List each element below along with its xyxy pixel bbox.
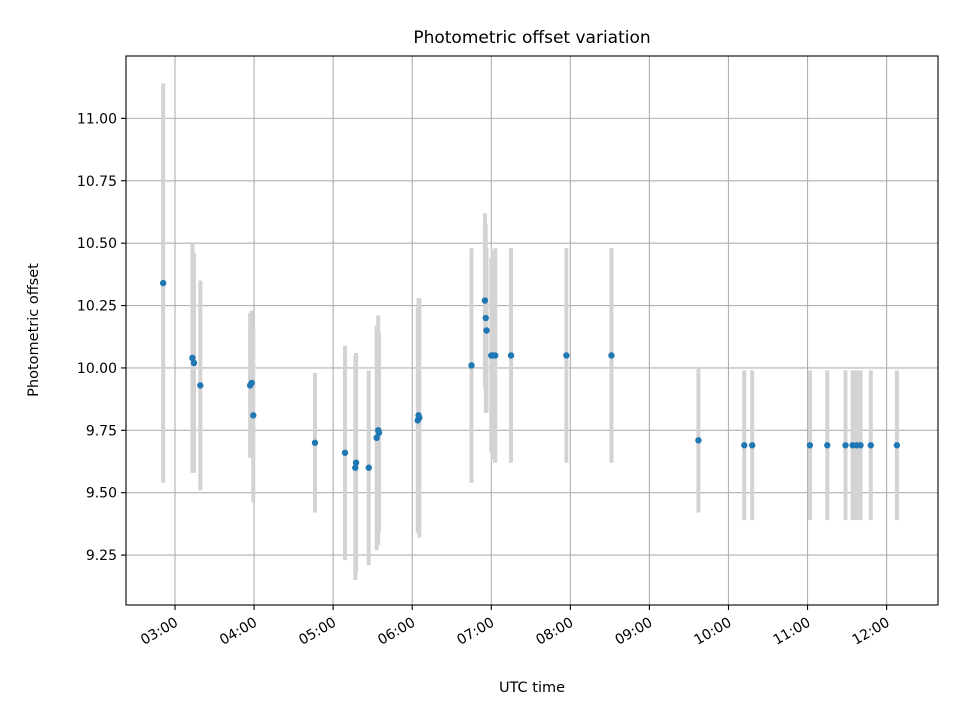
data-point — [416, 414, 423, 422]
x-tick-label: 05:00 — [296, 615, 339, 649]
data-point — [250, 412, 257, 419]
data-point — [483, 327, 490, 334]
data-point — [311, 439, 319, 446]
data-point — [365, 464, 372, 471]
data-point — [197, 382, 204, 389]
data-point — [492, 352, 499, 359]
x-tick-label: 12:00 — [850, 615, 893, 649]
data-point — [806, 442, 814, 449]
plot-frame — [125, 55, 939, 606]
y-axis-ticks: 9.25 9.50 9.75 10.00 10.25 10.50 10.75 11.00 — [77, 111, 126, 564]
data-point — [375, 429, 383, 437]
y-tick-label: 9.75 — [86, 423, 117, 439]
data-point — [482, 314, 489, 322]
data-point — [741, 442, 748, 449]
data-point — [824, 442, 831, 449]
data-point — [857, 442, 864, 449]
data-points — [159, 279, 901, 471]
data-point — [352, 464, 359, 471]
y-tick-label: 10.50 — [77, 236, 117, 252]
x-tick-label: 11:00 — [771, 615, 814, 649]
data-point — [189, 354, 196, 362]
error-bars — [161, 83, 899, 581]
x-tick-label: 03:00 — [138, 615, 181, 649]
data-point — [893, 442, 901, 449]
data-point — [373, 434, 380, 442]
data-point — [507, 352, 515, 359]
x-tick-label: 07:00 — [454, 615, 497, 649]
x-axis-ticks: 03:00 04:00 05:00 06:00 07:00 08:00 09:00 10:00… — [138, 605, 893, 649]
y-tick-label: 10.75 — [77, 174, 117, 190]
data-point — [248, 379, 255, 387]
x-tick-label: 09:00 — [612, 615, 655, 649]
data-point — [563, 352, 570, 359]
y-tick-label: 9.50 — [86, 486, 117, 502]
y-tick-label: 10.00 — [77, 361, 117, 377]
data-point — [159, 279, 167, 287]
data-point — [842, 442, 849, 449]
data-point — [352, 459, 360, 466]
y-tick-label: 9.25 — [86, 548, 117, 564]
data-point — [748, 442, 756, 449]
grid-lines — [126, 56, 938, 605]
x-tick-label: 08:00 — [533, 615, 576, 649]
data-point — [190, 359, 198, 367]
data-point — [867, 442, 874, 449]
data-point — [608, 352, 615, 359]
data-point — [468, 362, 475, 369]
x-tick-label: 10:00 — [692, 615, 735, 649]
x-axis-label: UTC time — [499, 680, 565, 696]
data-point — [695, 437, 702, 444]
chart-title: Photometric offset variation — [413, 28, 650, 48]
x-tick-label: 06:00 — [375, 615, 418, 649]
y-axis-label: Photometric offset — [26, 263, 42, 397]
data-point — [341, 449, 349, 456]
y-tick-label: 11.00 — [77, 111, 117, 127]
x-tick-label: 04:00 — [217, 615, 260, 649]
data-point — [481, 297, 489, 304]
y-tick-label: 10.25 — [77, 299, 117, 315]
